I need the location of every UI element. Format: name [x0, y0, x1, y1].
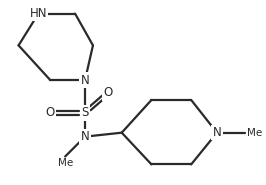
Text: Me: Me: [57, 159, 73, 169]
Text: O: O: [103, 87, 113, 100]
Text: N: N: [81, 130, 89, 143]
Text: S: S: [81, 106, 89, 119]
Text: O: O: [46, 106, 55, 119]
Text: N: N: [213, 126, 221, 139]
Text: HN: HN: [30, 7, 47, 20]
Text: N: N: [81, 74, 89, 87]
Text: Me: Me: [247, 128, 262, 138]
